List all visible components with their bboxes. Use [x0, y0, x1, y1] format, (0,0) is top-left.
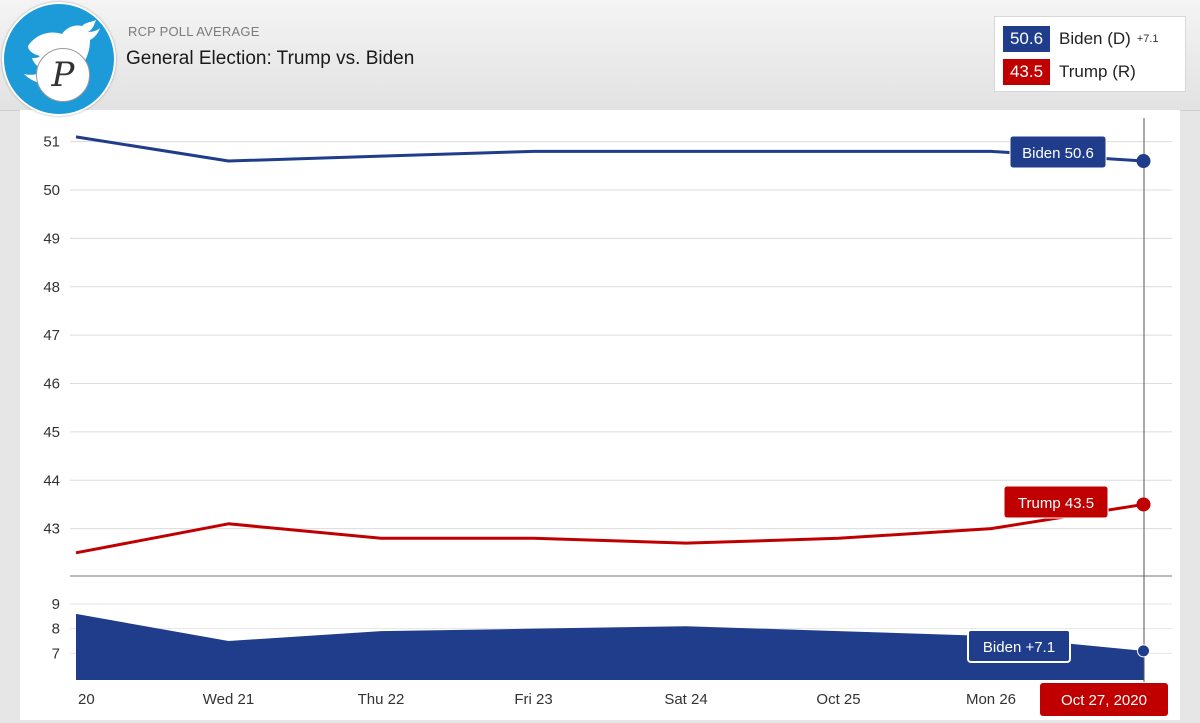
x-axis: 20 Wed 21 Thu 22 Fri 23 Sat 24 Oct 25 Mon 26: [78, 691, 1016, 708]
legend-spread-biden: +7.1: [1136, 33, 1159, 45]
logo-circle: P: [36, 48, 90, 102]
end-point-layer: [1136, 154, 1151, 658]
plot-panel: 43 44 45 46 47 48 49 50 51 7 8 9 20 Wed 21 Thu 22 Fri…: [20, 110, 1180, 720]
series-line-biden: [75, 135, 1144, 163]
spread-callout-label: Biden +7.1: [983, 639, 1055, 656]
main-grid: [70, 141, 1172, 530]
y-tick-label: 49: [43, 230, 60, 247]
end-point-biden: [1136, 154, 1151, 169]
trump-callout: Trump 43.5: [1003, 485, 1109, 519]
y-tick-label: 46: [43, 376, 60, 393]
x-tick-label: 20: [78, 691, 95, 708]
date-callout: Oct 27, 2020: [1040, 683, 1168, 716]
chart-canvas: 43 44 45 46 47 48 49 50 51 7 8 9 20 Wed 21 Thu 22 Fri…: [43, 118, 1172, 716]
spread-callout: Biden +7.1: [967, 629, 1071, 663]
twitter-logo-badge: P: [2, 2, 116, 116]
spread-y-tick-label: 7: [52, 645, 60, 662]
spread-y-tick-label: 9: [52, 596, 60, 613]
chart-header: P RCP POLL AVERAGE General Election: Tru…: [0, 0, 1200, 116]
legend-label-biden: Biden (D): [1059, 29, 1131, 48]
series-line-trump: [75, 502, 1144, 555]
x-tick-label: Oct 25: [816, 691, 860, 708]
y-tick-label: 43: [43, 521, 60, 538]
x-tick-label: Sat 24: [664, 691, 707, 708]
date-callout-label: Oct 27, 2020: [1061, 692, 1147, 709]
logo-letter: P: [51, 55, 75, 95]
main-y-axis: 43 44 45 46 47 48 49 50 51: [43, 134, 60, 538]
chart-title: General Election: Trump vs. Biden: [126, 48, 415, 69]
legend-label-trump: Trump (R): [1059, 62, 1136, 81]
y-tick-label: 45: [43, 424, 60, 441]
y-tick-label: 51: [43, 134, 60, 151]
x-tick-label: Thu 22: [358, 691, 405, 708]
spread-y-tick-label: 8: [52, 621, 60, 638]
legend-value-biden: 50.6: [1003, 26, 1050, 52]
y-tick-label: 48: [43, 279, 60, 296]
trump-callout-label: Trump 43.5: [1018, 495, 1094, 512]
spread-area-layer: [76, 613, 1144, 680]
x-tick-label: Fri 23: [514, 691, 552, 708]
spread-area: [76, 613, 1144, 680]
chart-overline: RCP POLL AVERAGE: [128, 24, 260, 39]
x-tick-label: Mon 26: [966, 691, 1016, 708]
end-point-trump: [1136, 497, 1151, 512]
biden-callout: Biden 50.6: [1009, 135, 1107, 169]
line-series-layer: [75, 135, 1144, 555]
legend-entry-trump: 43.5 Trump (R): [1003, 58, 1136, 86]
spread-y-axis: 7 8 9: [52, 596, 60, 662]
biden-callout-label: Biden 50.6: [1022, 145, 1094, 162]
legend-value-trump: 43.5: [1003, 59, 1050, 85]
end-point-spread: [1137, 644, 1150, 658]
y-tick-label: 47: [43, 327, 60, 344]
legend-entry-biden: 50.6 Biden (D) +7.1: [1003, 25, 1159, 53]
legend: 50.6 Biden (D) +7.1 43.5 Trump (R): [994, 16, 1186, 92]
x-tick-label: Wed 21: [203, 691, 254, 708]
y-tick-label: 50: [43, 182, 60, 199]
y-tick-label: 44: [43, 472, 60, 489]
